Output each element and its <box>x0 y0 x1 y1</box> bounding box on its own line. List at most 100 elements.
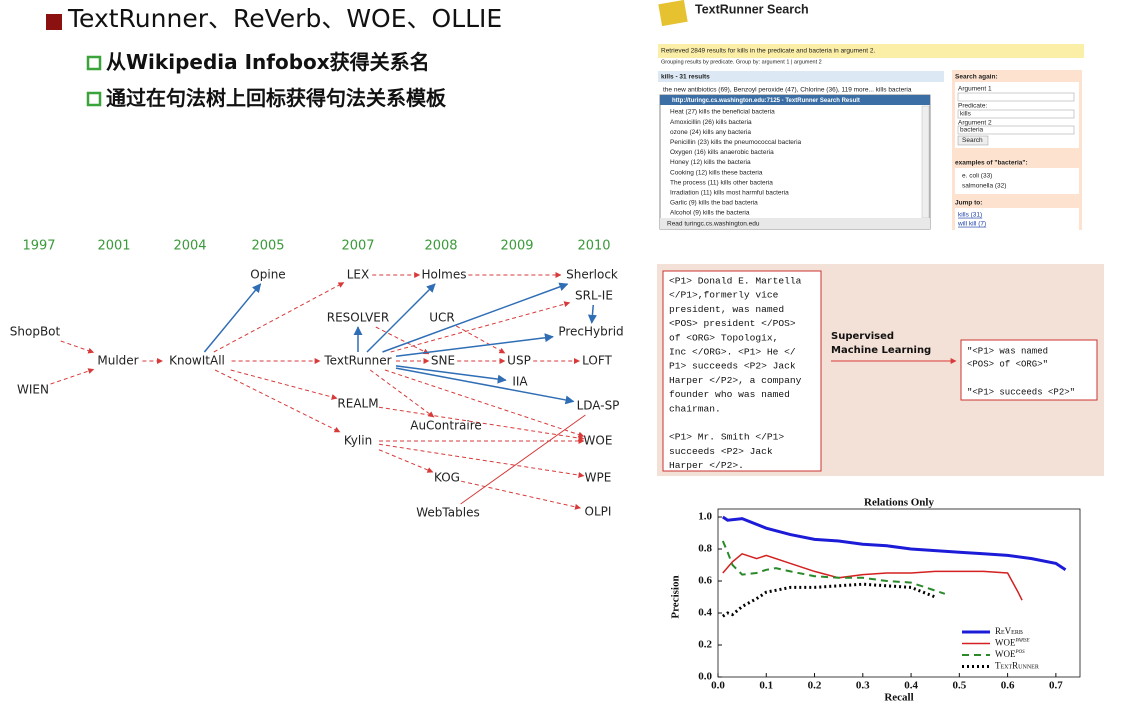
output-line: "<P1> succeeds <P2>" <box>967 387 1075 397</box>
node-label: SRL-IE <box>575 289 613 303</box>
bullet-text: 从Wikipedia Infobox获得关系名 <box>106 50 430 74</box>
arrow <box>366 283 436 353</box>
screenshot-header: TextRunner Search <box>695 2 809 16</box>
arrow <box>390 301 571 353</box>
jump-link[interactable]: kills (31) <box>958 212 982 219</box>
input-line: <P1> Donald E. Martella <box>669 276 802 287</box>
year-label: 2004 <box>173 239 206 254</box>
node-label: WIEN <box>17 383 49 397</box>
year-label: 2005 <box>251 239 284 254</box>
input-line: <P1> Mr. Smith </P1> <box>669 432 784 443</box>
arrow <box>395 365 507 384</box>
bullet-icon <box>86 55 102 71</box>
input-box <box>662 270 822 472</box>
result-band <box>658 71 944 82</box>
method-label: Supervised <box>831 331 894 342</box>
year-label: 2008 <box>424 239 457 254</box>
search-button[interactable] <box>957 135 989 146</box>
arrow <box>369 369 435 418</box>
year-label: 1997 <box>22 239 55 254</box>
popup-line: Heat (27) kills the beneficial bacteria <box>670 109 775 116</box>
input-line: Harper </P2>. <box>669 460 744 471</box>
arrow <box>50 368 95 385</box>
scrollbar <box>921 105 930 219</box>
plot-frame <box>717 508 1081 678</box>
y-tick-label: 0.4 <box>698 607 712 619</box>
summary: Retrieved 2849 results for kills in the … <box>661 48 875 55</box>
popup-line: Honey (12) kills the bacteria <box>670 159 751 166</box>
supervised-example: <P1> Donald E. Martella </P1>,formerly vi… <box>657 264 1104 476</box>
popup-line: ozone (24) kills any bacteria <box>670 129 751 136</box>
example-item: salmonella (32) <box>962 183 1006 190</box>
node-label: KOG <box>434 471 460 485</box>
x-tick-label: 0.6 <box>1001 680 1015 692</box>
input-line: founder who was named <box>669 389 790 400</box>
input[interactable] <box>957 109 1075 119</box>
pr-chart: Relations Only Recall Precision 0.0 0.2 0.… <box>670 497 1081 704</box>
node-label: Sherlock <box>566 268 618 282</box>
node-label: Opine <box>250 268 285 282</box>
input-line: Harper </P2>, a company <box>669 375 802 386</box>
logo-icon <box>658 0 688 27</box>
popup-title: http://turingc.cs.washington.edu:7125 - … <box>672 98 860 104</box>
y-tick-label: 0.0 <box>698 671 712 683</box>
arrow <box>455 325 506 354</box>
input[interactable] <box>957 125 1075 135</box>
legend-label: TextRunner <box>995 661 1039 671</box>
node-label: LDA-SP <box>577 399 620 413</box>
series-line <box>721 582 936 618</box>
node-label: SNE <box>431 354 455 368</box>
arrow <box>382 282 569 353</box>
input-line: <POS> president </POS> <box>669 318 796 329</box>
input-line: chairman. <box>669 403 721 414</box>
popup-line: Amoxicillin (26) kills bacteria <box>670 119 752 126</box>
popup-line: Garlic (9) kills the bad bacteria <box>670 200 758 207</box>
summary-band <box>658 44 1084 58</box>
x-tick-label: 0.4 <box>904 680 918 692</box>
arrow <box>203 283 262 353</box>
arrow <box>395 367 575 405</box>
jump-link[interactable]: will kill (7) <box>957 221 986 228</box>
node-label: WebTables <box>416 506 479 520</box>
x-tick-label: 0.5 <box>952 680 966 692</box>
field-label: Argument 2 <box>958 120 992 127</box>
example-item: e. coli (33) <box>962 173 992 180</box>
arrow <box>375 326 430 355</box>
bullet-text: 通过在句法树上回标获得句法关系模板 <box>106 86 447 110</box>
arrow <box>587 304 597 324</box>
sidebar-header: examples of "bacteria": <box>955 160 1028 167</box>
series-line <box>721 540 946 595</box>
y-tick-label: 0.2 <box>698 639 712 651</box>
x-tick-label: 0.0 <box>711 680 725 692</box>
input-value: kills <box>960 111 972 118</box>
year-label: 2001 <box>97 239 130 254</box>
node-label: WOE <box>584 434 613 448</box>
y-tick-label: 0.6 <box>698 575 712 587</box>
field-label: Argument 1 <box>958 86 992 93</box>
legend-superscript: pos <box>1015 647 1026 655</box>
input-line: Inc </ORG>. <P1> He </ <box>669 347 796 358</box>
y-tick-label: 0.8 <box>698 543 712 555</box>
series-line <box>721 515 1067 572</box>
year-label: 2009 <box>500 239 533 254</box>
arrow <box>60 340 95 354</box>
input[interactable] <box>957 92 1075 102</box>
node-label: RESOLVER <box>327 311 389 325</box>
legend-label: ReVerb <box>995 626 1023 636</box>
input-value: bacteria <box>960 127 984 134</box>
output-line: "<P1> was named <box>967 346 1048 356</box>
node-label: ShopBot <box>10 325 61 339</box>
bullet-icon <box>86 91 102 107</box>
button-label: Search <box>962 137 983 144</box>
node-label: REALM <box>337 397 378 411</box>
popup-line: Oxygen (16) kills anaerobic bacteria <box>670 149 774 156</box>
series-line <box>722 552 1023 601</box>
node-label: Mulder <box>97 354 138 368</box>
y-axis-label: Precision <box>670 575 682 618</box>
examples-box <box>955 168 1079 194</box>
sidebar-header: Search again: <box>955 74 998 81</box>
popup-line: Cooking (12) kills these bacteria <box>670 169 763 176</box>
node-label: OLPI <box>585 505 612 519</box>
popup-list: Heat (27) kills the beneficial bacteria A… <box>670 109 802 217</box>
